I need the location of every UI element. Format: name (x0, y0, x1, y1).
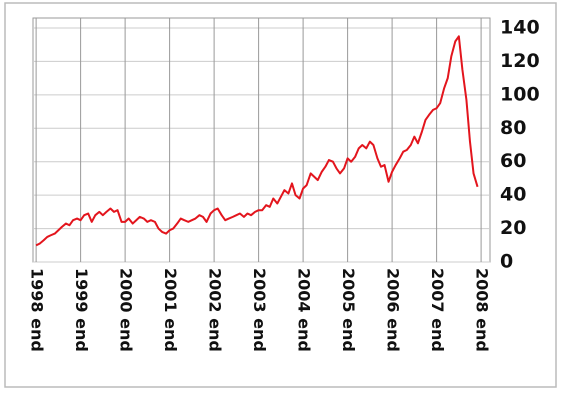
y-tick-label: 40 (500, 184, 526, 206)
x-tick-label: 1998 end (28, 268, 47, 352)
x-tick-label: 2005 end (339, 268, 358, 352)
y-tick-label: 140 (500, 17, 540, 39)
x-tick-label: 2006 end (384, 268, 403, 352)
x-tick-label: 2000 end (117, 268, 136, 352)
x-tick-label: 2003 end (250, 268, 269, 352)
y-tick-label: 60 (500, 150, 526, 172)
x-tick-label: 2001 end (161, 268, 180, 352)
y-tick-label: 20 (500, 217, 526, 239)
y-tick-label: 120 (500, 50, 540, 72)
x-tick-label: 2007 end (428, 268, 447, 352)
x-tick-label: 2002 end (206, 268, 225, 352)
y-tick-label: 80 (500, 117, 526, 139)
x-tick-label: 2004 end (295, 268, 314, 352)
y-tick-label: 0 (500, 251, 513, 273)
y-tick-label: 100 (500, 83, 540, 105)
frame (4, 2, 557, 388)
x-tick-label: 2008 end (473, 268, 492, 352)
price-line (35, 35, 479, 247)
plot-border (32, 17, 491, 263)
x-tick-label: 1999 end (72, 268, 91, 352)
